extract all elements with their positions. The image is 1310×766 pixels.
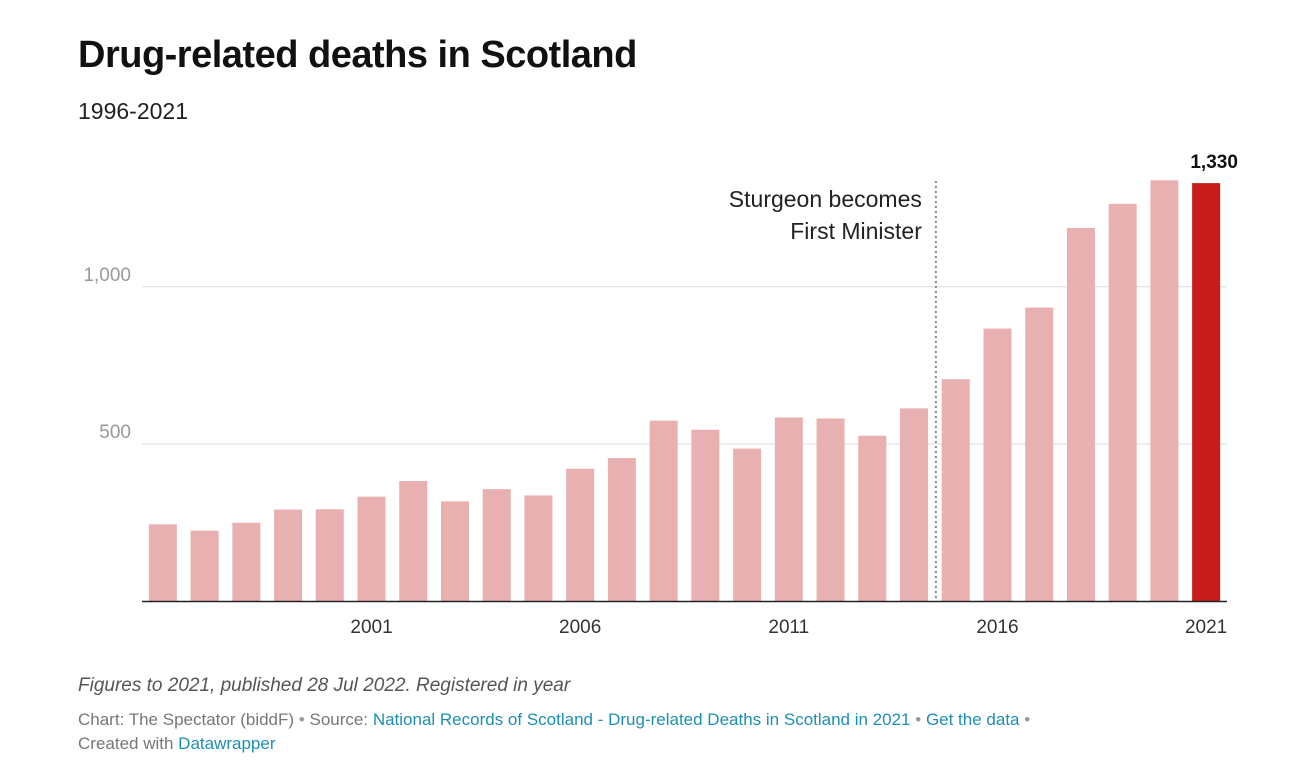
chart-notes: Figures to 2021, published 28 Jul 2022. … — [78, 675, 571, 696]
source-link[interactable]: National Records of Scotland - Drug-rela… — [372, 710, 911, 729]
bar — [1066, 228, 1095, 601]
bar — [399, 480, 428, 601]
y-tick-label: 500 — [99, 422, 131, 443]
chart-byline: Chart: The Spectator (biddF) • Source: N… — [78, 708, 1228, 756]
x-tick-label: 2006 — [559, 617, 601, 638]
x-tick-label: 2011 — [768, 617, 809, 638]
bar — [900, 408, 929, 601]
separator-dot: • — [915, 710, 922, 729]
bar — [649, 420, 678, 601]
bar — [148, 524, 177, 601]
chart-subtitle: 1996-2021 — [78, 98, 188, 124]
bar — [1108, 203, 1137, 601]
x-tick-label: 2021 — [1185, 617, 1227, 638]
highlight-bar — [1192, 183, 1221, 601]
annotation-text: Sturgeon becomes — [729, 186, 922, 212]
bar — [482, 489, 511, 601]
bar — [1025, 307, 1054, 601]
bar — [816, 418, 845, 601]
separator-dot: • — [298, 710, 305, 729]
bar — [524, 495, 553, 601]
bar — [190, 530, 219, 601]
bar — [232, 522, 261, 601]
bar — [566, 468, 595, 601]
bar — [983, 328, 1012, 601]
bar — [315, 509, 344, 601]
x-tick-label: 2001 — [350, 617, 392, 638]
bar-chart: 500 1,000 2001 2006 2011 2016 2021 1,330 Sturgeo… — [83, 152, 1238, 638]
x-tick-label: 2016 — [976, 617, 1018, 638]
chart-title: Drug-related deaths in Scotland — [78, 34, 637, 76]
bar — [858, 435, 887, 601]
bar — [733, 448, 762, 601]
separator-dot: • — [1024, 710, 1031, 729]
chart-credit: Chart: The Spectator (biddF) — [78, 710, 295, 729]
bar — [357, 496, 386, 601]
bar — [691, 429, 720, 601]
annotation-text: First Minister — [790, 218, 922, 244]
bar — [941, 379, 970, 601]
bar — [274, 509, 303, 601]
datawrapper-link[interactable]: Datawrapper — [178, 734, 276, 753]
created-prefix: Created with — [78, 734, 174, 753]
highlight-value-label: 1,330 — [1190, 152, 1238, 173]
bar — [440, 501, 469, 601]
bar — [774, 417, 803, 601]
source-prefix: Source: — [309, 710, 369, 729]
get-data-link[interactable]: Get the data — [925, 710, 1020, 729]
bar — [607, 458, 636, 601]
y-tick-label: 1,000 — [83, 265, 131, 286]
bar — [1150, 180, 1179, 601]
